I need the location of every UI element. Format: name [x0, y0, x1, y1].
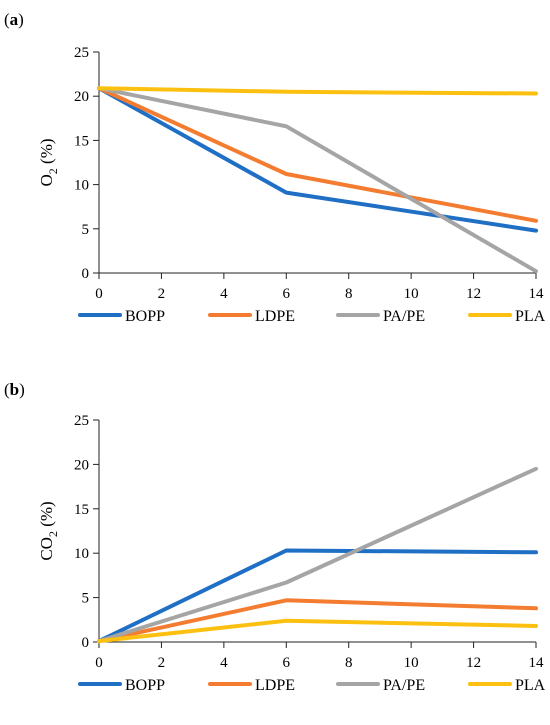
series-line-pla: [97, 86, 538, 96]
series-line-ldpe: [97, 598, 538, 644]
legend-item: BOPP: [78, 308, 165, 325]
y-tick-label: 15: [74, 133, 89, 149]
x-tick-label: 14: [529, 655, 545, 671]
y-tick-label: 20: [74, 89, 89, 105]
x-tick-label: 6: [283, 655, 291, 671]
x-tick-label: 2: [158, 655, 166, 671]
panel-label-open: (: [4, 10, 10, 29]
legend-item: LDPE: [208, 308, 295, 325]
legend-item: PA/PE: [336, 677, 425, 694]
y-axis-label-main: O: [37, 174, 56, 186]
legend-label: LDPE: [255, 677, 295, 694]
legend: BOPP LDPE PA/PE PLA: [78, 308, 546, 325]
legend-label: BOPP: [125, 308, 165, 325]
y-axis-label: CO2 (%): [37, 501, 60, 560]
legend-label: PA/PE: [383, 308, 425, 325]
legend-item: PLA: [468, 308, 546, 325]
y-tick-label: 25: [74, 413, 89, 429]
x-tick-label: 8: [345, 655, 353, 671]
legend: BOPP LDPE PA/PE PLA: [78, 677, 546, 694]
legend-item: BOPP: [78, 677, 165, 694]
y-tick-label: 0: [82, 266, 90, 282]
series-line-bopp: [97, 86, 538, 233]
legend-item: PA/PE: [336, 308, 425, 325]
panel-label-close: ): [19, 380, 25, 399]
x-tick-label: 12: [466, 655, 481, 671]
y-tick-label: 10: [74, 546, 89, 562]
y-tick-label: 15: [74, 502, 89, 518]
y-tick-label: 10: [74, 178, 89, 194]
y-axis-label-unit: (%): [37, 138, 56, 168]
legend-item: LDPE: [208, 677, 295, 694]
x-tick-label: 2: [158, 286, 166, 302]
y-tick-label: 25: [74, 45, 89, 61]
x-tick-label: 0: [95, 655, 103, 671]
x-tick-label: 4: [220, 655, 228, 671]
legend-label: PLA: [515, 677, 546, 694]
y-axis-label: O2 (%): [37, 138, 60, 186]
x-tick-label: 10: [404, 655, 419, 671]
series-line-pa-pe: [97, 466, 538, 644]
x-tick-label: 0: [95, 286, 103, 302]
panel-label: (a): [4, 10, 24, 29]
x-tick-label: 12: [466, 286, 481, 302]
y-axis-label-main: CO: [37, 537, 56, 561]
legend-label: BOPP: [125, 677, 165, 694]
y-tick-label: 0: [82, 635, 90, 651]
y-tick-label: 5: [82, 591, 90, 607]
panel-label-letter: b: [10, 380, 19, 399]
y-tick-label: 20: [74, 457, 89, 473]
panel-label-open: (: [4, 380, 10, 399]
legend-item: PLA: [468, 677, 546, 694]
panel-label: (b): [4, 380, 25, 399]
x-tick-label: 8: [345, 286, 353, 302]
panel-label-close: ): [18, 10, 24, 29]
series-line-pla: [97, 618, 538, 644]
series-line-bopp: [97, 548, 538, 644]
legend-label: PLA: [515, 308, 546, 325]
y-axis-label-subscript: 2: [46, 531, 60, 537]
y-axis-label-unit: (%): [37, 501, 56, 531]
series-line-pa-pe: [97, 86, 538, 274]
y-tick-label: 5: [82, 222, 90, 238]
x-tick-label: 4: [220, 286, 228, 302]
x-tick-label: 6: [283, 286, 291, 302]
series-line-ldpe: [97, 86, 538, 223]
x-tick-label: 10: [404, 286, 419, 302]
legend-label: LDPE: [255, 308, 295, 325]
legend-label: PA/PE: [383, 677, 425, 694]
y-axis-label-subscript: 2: [46, 168, 60, 174]
panel-label-letter: a: [10, 10, 19, 29]
x-tick-label: 14: [529, 286, 545, 302]
